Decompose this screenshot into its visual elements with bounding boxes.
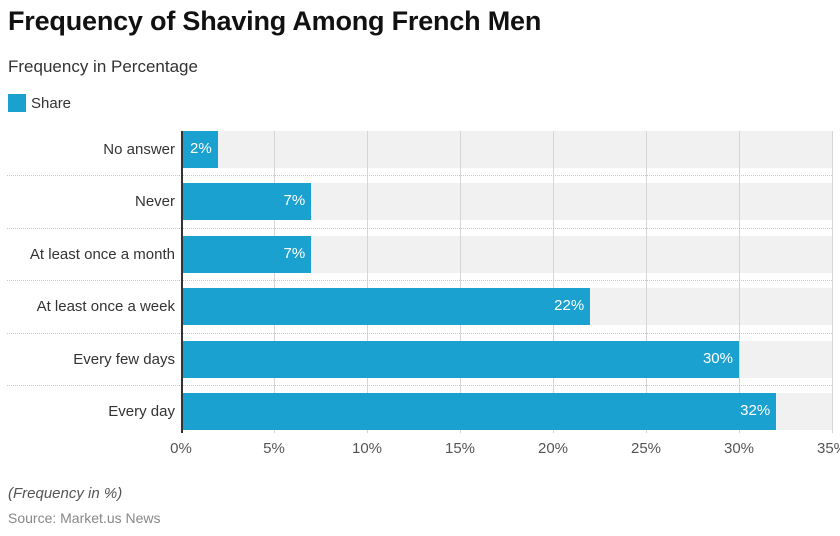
x-tick-label: 0% xyxy=(170,440,192,457)
gridline xyxy=(832,131,833,433)
chart-note: (Frequency in %) xyxy=(8,485,123,502)
gridline xyxy=(367,131,368,433)
x-tick-label: 35% xyxy=(816,440,840,457)
row-separator xyxy=(7,385,832,386)
category-label: At least once a month xyxy=(29,245,175,263)
category-label: Every day xyxy=(108,403,175,420)
bar[interactable]: 2% xyxy=(181,131,219,168)
row-separator xyxy=(7,280,832,282)
x-tick-label: 30% xyxy=(723,440,755,457)
bar[interactable]: 32% xyxy=(181,393,777,430)
bar-value-label: 30% xyxy=(702,349,733,367)
category-label: Every few days xyxy=(73,350,175,368)
row-separator xyxy=(7,175,832,177)
legend-label: Share xyxy=(31,94,72,112)
plot-area: 2% 7% 7% 22% 30% 32% xyxy=(7,131,833,433)
category-label: No answer xyxy=(103,141,175,158)
gridline xyxy=(739,131,740,433)
bar-value-label: 32% xyxy=(740,402,771,419)
category-label: At least once a week xyxy=(36,298,175,316)
x-tick-label: 20% xyxy=(537,440,569,457)
chart-subtitle: Frequency in Percentage xyxy=(8,57,198,76)
gridline xyxy=(460,131,461,433)
bar[interactable]: 30% xyxy=(181,340,739,378)
legend-swatch-icon xyxy=(8,94,26,112)
bar[interactable]: 7% xyxy=(181,183,312,221)
x-tick-label: 15% xyxy=(444,440,476,457)
chart-title: Frequency of Shaving Among French Men xyxy=(8,6,542,36)
bar-value-label: 22% xyxy=(554,297,585,315)
y-axis-line xyxy=(181,131,183,433)
row-separator xyxy=(7,227,832,229)
bar[interactable]: 7% xyxy=(181,235,312,273)
x-tick-label: 10% xyxy=(351,440,383,457)
x-tick-label: 5% xyxy=(263,440,285,457)
gridline xyxy=(274,131,275,433)
chart-source: Source: Market.us News xyxy=(8,510,161,526)
gridline xyxy=(553,131,554,433)
bar[interactable]: 22% xyxy=(181,288,591,326)
legend: Share xyxy=(8,94,71,112)
bar-value-label: 2% xyxy=(190,140,212,157)
row-background xyxy=(181,131,832,168)
row-separator xyxy=(7,332,832,334)
x-tick-label: 25% xyxy=(630,440,662,457)
gridline xyxy=(646,131,647,433)
bar-value-label: 7% xyxy=(283,192,306,210)
category-label: Never xyxy=(134,193,175,211)
bar-value-label: 7% xyxy=(283,244,306,262)
